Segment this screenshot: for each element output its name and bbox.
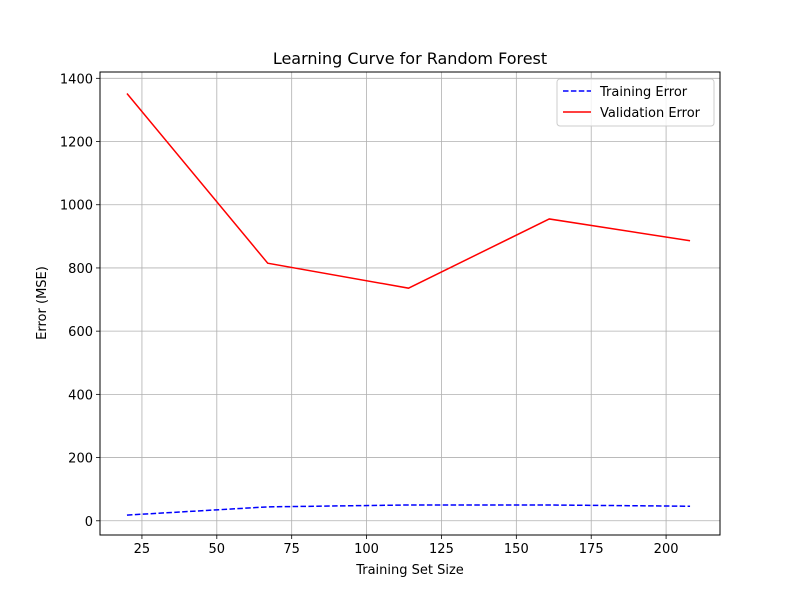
y-axis-label: Error (MSE) bbox=[35, 266, 50, 340]
axes-frame bbox=[99, 71, 721, 536]
y-tick-label: 0 bbox=[85, 515, 93, 530]
x-tick-label: 50 bbox=[209, 542, 226, 557]
y-tick-label: 800 bbox=[68, 262, 93, 277]
legend-label-training-error: Training Error bbox=[599, 85, 688, 100]
series-line-validation-error bbox=[126, 93, 691, 289]
series-lines bbox=[126, 93, 691, 516]
x-tick-label: 25 bbox=[134, 542, 151, 557]
series-line-training-error bbox=[126, 504, 691, 516]
x-axis-label: Training Set Size bbox=[355, 563, 464, 578]
y-tick-label: 1000 bbox=[60, 199, 93, 214]
x-tick-label: 75 bbox=[283, 542, 300, 557]
x-tick-label: 200 bbox=[654, 542, 679, 557]
y-tick-label: 200 bbox=[68, 452, 93, 467]
y-tick-label: 400 bbox=[68, 388, 93, 403]
legend: Training Error Validation Error bbox=[556, 78, 715, 127]
y-tick-label: 1400 bbox=[60, 72, 93, 87]
y-tick-label: 600 bbox=[68, 325, 93, 340]
grid-lines bbox=[100, 72, 720, 535]
x-tick-label: 125 bbox=[429, 542, 454, 557]
chart-title: Learning Curve for Random Forest bbox=[273, 49, 547, 68]
x-tick-label: 100 bbox=[354, 542, 379, 557]
legend-label-validation-error: Validation Error bbox=[600, 106, 701, 121]
x-tick-label: 150 bbox=[504, 542, 529, 557]
axis-ticks: 25 50 75 100 125 150 175 200 0 200 400 600 800 1000 12… bbox=[60, 72, 679, 557]
x-tick-label: 175 bbox=[579, 542, 604, 557]
y-tick-label: 1200 bbox=[60, 136, 93, 151]
legend-box bbox=[556, 78, 715, 127]
